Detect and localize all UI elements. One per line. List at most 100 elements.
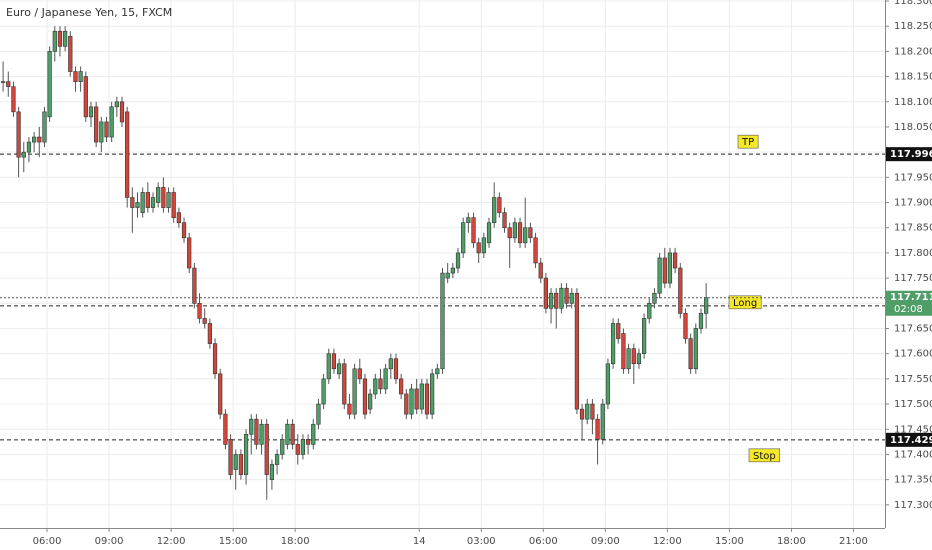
y-tick-label: 117.650 xyxy=(894,323,932,334)
candle-body xyxy=(486,222,492,244)
candle-body xyxy=(119,101,125,123)
candle-body xyxy=(68,35,73,72)
candle-body xyxy=(673,252,678,269)
level-tag-box xyxy=(737,134,759,149)
candle-body xyxy=(316,403,321,425)
candle-body xyxy=(16,111,21,158)
candle-body xyxy=(461,222,466,254)
y-tick-label: 118.100 xyxy=(894,97,932,108)
candle-body xyxy=(26,141,32,153)
y-tick-label: 118.250 xyxy=(894,21,932,32)
candle-body xyxy=(37,136,42,143)
candle-body xyxy=(73,71,78,82)
candle-body xyxy=(476,242,481,254)
candle-body xyxy=(145,192,150,208)
candle-body xyxy=(42,111,47,143)
candle-body xyxy=(192,267,197,304)
candle-body xyxy=(414,388,419,410)
candle-body xyxy=(171,192,176,218)
y-tick-label: 117.800 xyxy=(894,248,932,259)
candle-body xyxy=(156,187,161,203)
candle-body xyxy=(150,197,156,208)
y-tick-label: 117.300 xyxy=(894,500,932,511)
candle-body xyxy=(419,383,424,410)
candle-body xyxy=(249,418,254,435)
y-tick-label: 117.550 xyxy=(894,374,932,385)
y-tick-label: 117.350 xyxy=(894,475,932,486)
y-tick-label: 117.850 xyxy=(894,223,932,234)
candle-body xyxy=(207,323,212,344)
candle-body xyxy=(135,202,140,208)
candle-body xyxy=(574,292,580,410)
candle-body xyxy=(130,197,135,208)
candle-body xyxy=(337,363,342,375)
candle-body xyxy=(290,423,295,445)
candle-body xyxy=(176,212,181,223)
candle-body xyxy=(399,378,404,395)
y-tick-label: 117.950 xyxy=(894,172,932,183)
candle-body xyxy=(342,363,347,405)
price-label: 117.429 xyxy=(890,435,932,446)
candle-body xyxy=(52,30,57,52)
chart-title: Euro / Japanese Yen, 15, FXCM xyxy=(6,6,172,19)
candle-body xyxy=(466,217,471,223)
candle-body xyxy=(610,323,616,365)
candle-body xyxy=(626,348,631,370)
y-tick-label: 117.750 xyxy=(894,273,932,284)
candle-body xyxy=(140,192,145,213)
candle-body xyxy=(554,292,559,309)
x-tick-label: 15:00 xyxy=(715,536,744,547)
x-tick-label: 09:00 xyxy=(95,536,124,547)
y-tick-label: 118.050 xyxy=(894,122,932,133)
candle-body xyxy=(430,373,435,415)
candle-body xyxy=(280,439,285,455)
candle-body xyxy=(269,464,275,480)
candle-body xyxy=(517,222,523,244)
x-tick-label: 12:00 xyxy=(157,536,186,547)
candle-body xyxy=(704,297,709,314)
candle-body xyxy=(621,333,626,370)
candle-body xyxy=(114,101,119,108)
candle-body xyxy=(295,444,300,455)
candle-body xyxy=(368,393,373,410)
candle-body xyxy=(657,257,662,294)
candle-body xyxy=(528,227,533,239)
candle-body xyxy=(125,111,130,198)
candle-body xyxy=(264,423,269,475)
x-tick-label: 09:00 xyxy=(591,536,620,547)
candle-body xyxy=(166,192,171,208)
candle-body xyxy=(662,257,667,284)
candle-body xyxy=(507,227,512,239)
candle-body xyxy=(564,287,569,304)
candle-body xyxy=(641,318,647,354)
candle-body xyxy=(274,454,280,465)
candle-body xyxy=(559,287,564,309)
candle-body xyxy=(331,353,337,370)
candle-body xyxy=(693,328,698,370)
candle-body xyxy=(569,292,574,304)
candle-body xyxy=(378,378,383,390)
candle-body xyxy=(88,106,94,118)
candle-body xyxy=(683,313,688,339)
candle-body xyxy=(321,378,326,405)
candle-body xyxy=(631,348,636,365)
candle-body xyxy=(636,353,642,365)
candle-body xyxy=(187,237,192,269)
x-tick-label: 12:00 xyxy=(653,536,682,547)
candle-body xyxy=(362,378,368,415)
candle-body xyxy=(305,439,311,445)
candle-body xyxy=(538,262,543,279)
axes: 117.300 117.350 117.400 117.450 117.500 117.5… xyxy=(33,0,932,547)
candle-body xyxy=(357,368,362,380)
y-tick-label: 118.300 xyxy=(894,0,932,7)
candle-body xyxy=(223,413,228,445)
candle-body xyxy=(647,302,652,319)
candle-body xyxy=(497,197,502,213)
level-tag-box xyxy=(728,295,762,310)
candle-body xyxy=(238,454,244,475)
candle-body xyxy=(678,267,683,314)
y-tick-label: 117.500 xyxy=(894,399,932,410)
candle-body xyxy=(0,81,6,83)
candle-body xyxy=(388,358,393,370)
